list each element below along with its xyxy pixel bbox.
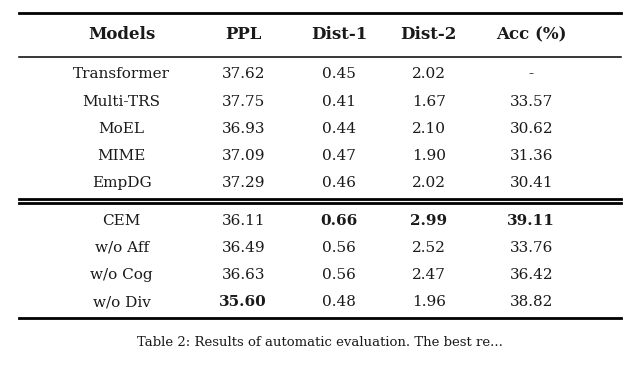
Text: 37.62: 37.62	[221, 67, 265, 81]
Text: -: -	[529, 67, 534, 81]
Text: 38.82: 38.82	[509, 295, 553, 309]
Text: Dist-1: Dist-1	[311, 26, 367, 43]
Text: 2.10: 2.10	[412, 122, 446, 136]
Text: 36.93: 36.93	[221, 122, 265, 136]
Text: w/o Cog: w/o Cog	[90, 268, 153, 282]
Text: 0.41: 0.41	[322, 94, 356, 108]
Text: 0.56: 0.56	[323, 241, 356, 255]
Text: 31.36: 31.36	[509, 149, 553, 163]
Text: 0.56: 0.56	[323, 268, 356, 282]
Text: Acc (%): Acc (%)	[496, 26, 566, 43]
Text: Dist-2: Dist-2	[401, 26, 457, 43]
Text: 30.41: 30.41	[509, 176, 553, 190]
Text: 35.60: 35.60	[220, 295, 267, 309]
Text: 39.11: 39.11	[508, 214, 555, 228]
Text: 30.62: 30.62	[509, 122, 553, 136]
Text: w/o Aff: w/o Aff	[95, 241, 148, 255]
Text: 37.29: 37.29	[221, 176, 265, 190]
Text: 33.76: 33.76	[509, 241, 553, 255]
Text: 2.47: 2.47	[412, 268, 445, 282]
Text: w/o Div: w/o Div	[93, 295, 150, 309]
Text: Models: Models	[88, 26, 156, 43]
Text: MIME: MIME	[97, 149, 146, 163]
Text: 36.42: 36.42	[509, 268, 553, 282]
Text: 37.75: 37.75	[221, 94, 265, 108]
Text: 2.52: 2.52	[412, 241, 445, 255]
Text: 2.99: 2.99	[410, 214, 447, 228]
Text: 37.09: 37.09	[221, 149, 265, 163]
Text: 1.90: 1.90	[412, 149, 446, 163]
Text: 0.45: 0.45	[323, 67, 356, 81]
Text: 0.44: 0.44	[322, 122, 356, 136]
Text: MoEL: MoEL	[99, 122, 145, 136]
Text: 0.47: 0.47	[323, 149, 356, 163]
Text: Multi-TRS: Multi-TRS	[83, 94, 161, 108]
Text: 0.46: 0.46	[322, 176, 356, 190]
Text: PPL: PPL	[225, 26, 261, 43]
Text: Table 2: Results of automatic evaluation. The best re...: Table 2: Results of automatic evaluation…	[137, 336, 503, 349]
Text: 0.48: 0.48	[323, 295, 356, 309]
Text: 33.57: 33.57	[509, 94, 553, 108]
Text: 36.49: 36.49	[221, 241, 265, 255]
Text: 1.67: 1.67	[412, 94, 445, 108]
Text: 36.63: 36.63	[221, 268, 265, 282]
Text: CEM: CEM	[102, 214, 141, 228]
Text: EmpDG: EmpDG	[92, 176, 152, 190]
Text: 1.96: 1.96	[412, 295, 446, 309]
Text: 0.66: 0.66	[321, 214, 358, 228]
Text: 2.02: 2.02	[412, 176, 446, 190]
Text: 36.11: 36.11	[221, 214, 265, 228]
Text: 2.02: 2.02	[412, 67, 446, 81]
Text: Transformer: Transformer	[73, 67, 170, 81]
